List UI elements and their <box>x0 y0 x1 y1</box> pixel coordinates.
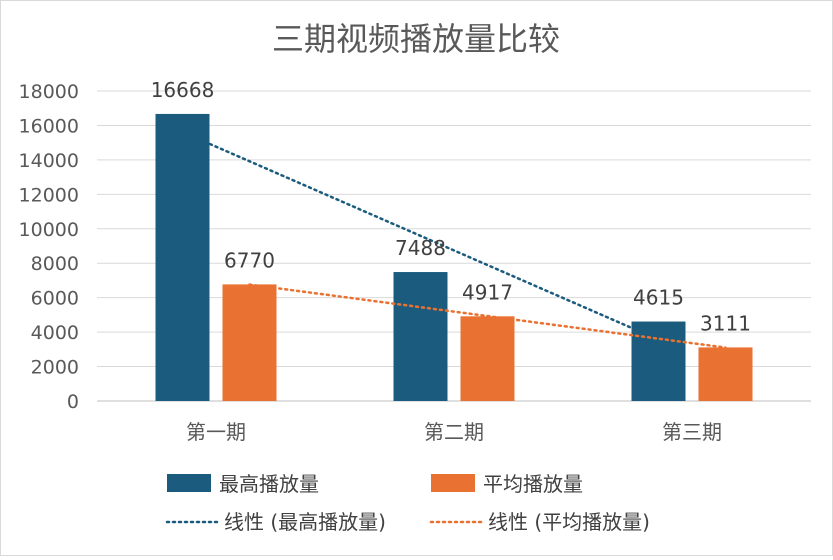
trendlines <box>181 130 727 349</box>
bar-max-2 <box>393 272 448 401</box>
y-tick-label: 14000 <box>19 150 79 172</box>
y-tick-label: 6000 <box>31 288 79 310</box>
data-label: 4615 <box>633 286 684 310</box>
y-tick-label: 10000 <box>19 219 79 241</box>
y-tick-label: 12000 <box>19 184 79 206</box>
bar-avg-2 <box>460 316 515 401</box>
trendline-avg <box>248 283 727 349</box>
legend-swatch <box>431 474 475 492</box>
bar-max-3 <box>631 321 686 401</box>
legend-label: 线性 (最高播放量) <box>224 510 386 534</box>
bar-max-1 <box>155 113 210 401</box>
data-label: 3111 <box>700 311 751 335</box>
chart-title: 三期视频播放量比较 <box>272 20 560 58</box>
trendline-max <box>181 130 660 341</box>
y-tick-label: 16000 <box>19 115 79 137</box>
grid-lines <box>97 90 811 402</box>
y-tick-label: 0 <box>67 391 79 413</box>
legend-label: 最高播放量 <box>219 472 319 496</box>
data-labels: 16668 6770 7488 4917 4615 3111 <box>151 78 751 335</box>
y-tick-label: 8000 <box>31 253 79 275</box>
x-tick-label: 第二期 <box>424 420 484 444</box>
data-label: 4917 <box>462 280 513 304</box>
y-axis: 0 2000 4000 6000 8000 10000 12000 14000 16000 180… <box>19 81 79 413</box>
data-label: 6770 <box>224 248 275 272</box>
legend-label: 线性 (平均播放量) <box>488 510 650 534</box>
x-tick-label: 第一期 <box>186 420 246 444</box>
y-tick-label: 18000 <box>19 81 79 103</box>
x-tick-label: 第三期 <box>662 420 722 444</box>
y-tick-label: 4000 <box>31 322 79 344</box>
data-label: 7488 <box>395 236 446 260</box>
legend-label: 平均播放量 <box>483 472 583 496</box>
x-axis: 第一期 第二期 第三期 <box>186 420 722 444</box>
bar-avg-3 <box>698 347 753 401</box>
data-label: 16668 <box>151 78 215 102</box>
legend-swatch <box>167 474 211 492</box>
bars <box>155 113 753 401</box>
bar-avg-1 <box>222 284 277 401</box>
y-tick-label: 2000 <box>31 357 79 379</box>
